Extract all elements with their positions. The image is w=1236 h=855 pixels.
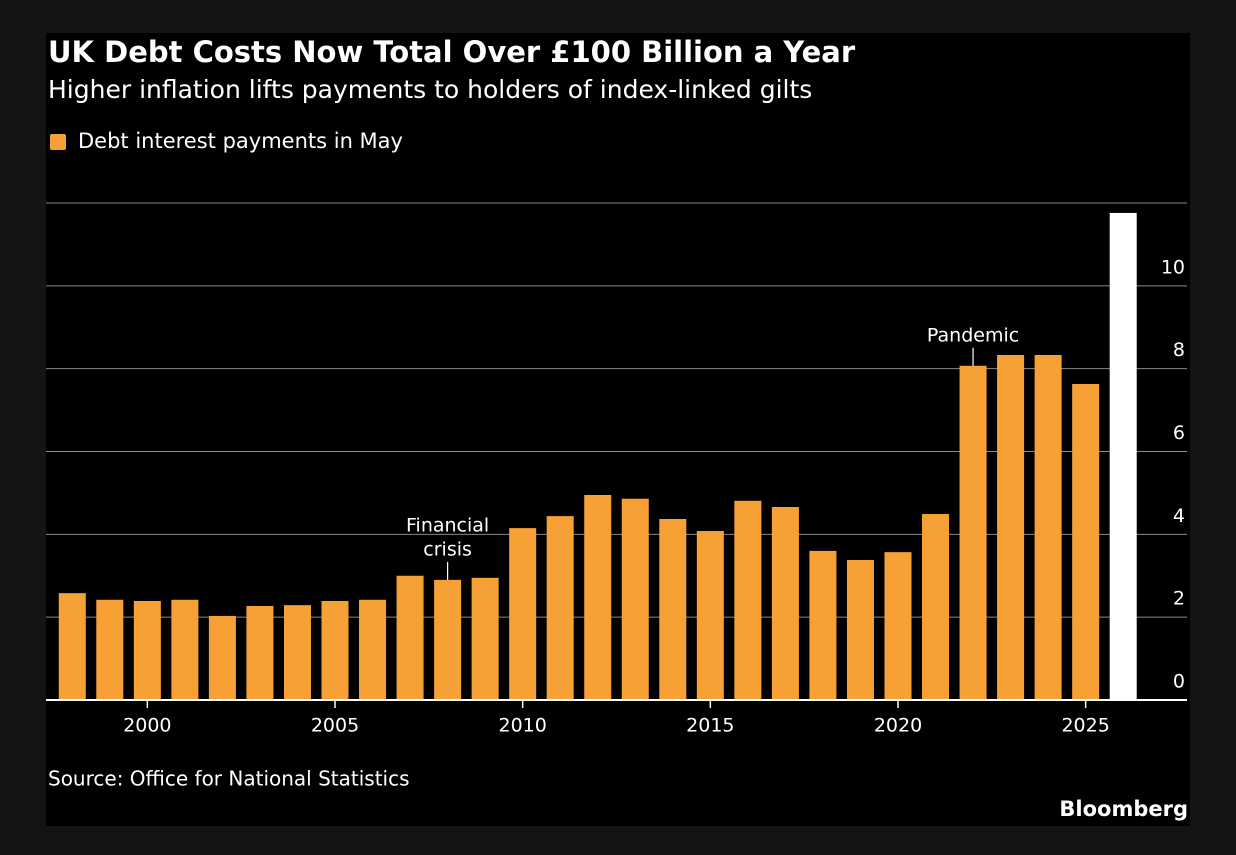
x-tick-label: 2005 (311, 715, 359, 737)
bar (434, 579, 462, 700)
brand: Bloomberg (1059, 797, 1188, 821)
bar (546, 516, 574, 700)
bar (771, 506, 799, 700)
bar (321, 601, 349, 700)
y-tick-label: 0 (1173, 671, 1185, 693)
legend-label: Debt interest payments in May (78, 129, 403, 153)
source: Source: Office for National Statistics (48, 767, 410, 791)
y-tick-label: 2 (1173, 588, 1185, 610)
bar (1034, 354, 1062, 700)
chart-title: UK Debt Costs Now Total Over £100 Billio… (48, 35, 856, 69)
bar (1072, 383, 1100, 700)
bar (133, 601, 161, 700)
y-tick-label: 8 (1173, 339, 1185, 361)
x-tick-label: 2025 (1061, 715, 1109, 737)
bar (734, 500, 762, 700)
bar (659, 519, 687, 700)
bar (846, 560, 874, 700)
bar (509, 528, 537, 700)
chart-subtitle: Higher inflation lifts payments to holde… (48, 75, 812, 104)
bar (959, 365, 987, 700)
bar (997, 354, 1025, 700)
y-tick-label: 4 (1173, 505, 1185, 527)
bar (1109, 212, 1137, 700)
annotation: Financial (406, 514, 489, 536)
x-tick-label: 2015 (686, 715, 734, 737)
bar (283, 605, 311, 700)
y-tick-label: 10 (1161, 256, 1185, 278)
bar (171, 599, 199, 700)
x-tick-label: 2010 (498, 715, 546, 737)
bar (809, 550, 837, 700)
bar (884, 552, 912, 700)
bar (359, 599, 387, 700)
bar (922, 514, 950, 700)
x-tick-label: 2020 (874, 715, 922, 737)
legend-swatch (50, 134, 66, 150)
x-tick-label: 2000 (123, 715, 171, 737)
bar (621, 498, 649, 700)
bar (584, 494, 612, 700)
bar (58, 593, 86, 700)
annotation: crisis (423, 538, 472, 560)
bar (696, 531, 724, 700)
bar (246, 605, 274, 700)
annotation: Pandemic (927, 324, 1019, 346)
bar (96, 599, 124, 700)
bar (396, 575, 424, 700)
bar (208, 615, 236, 700)
y-tick-label: 6 (1173, 422, 1185, 444)
bar (471, 577, 499, 700)
